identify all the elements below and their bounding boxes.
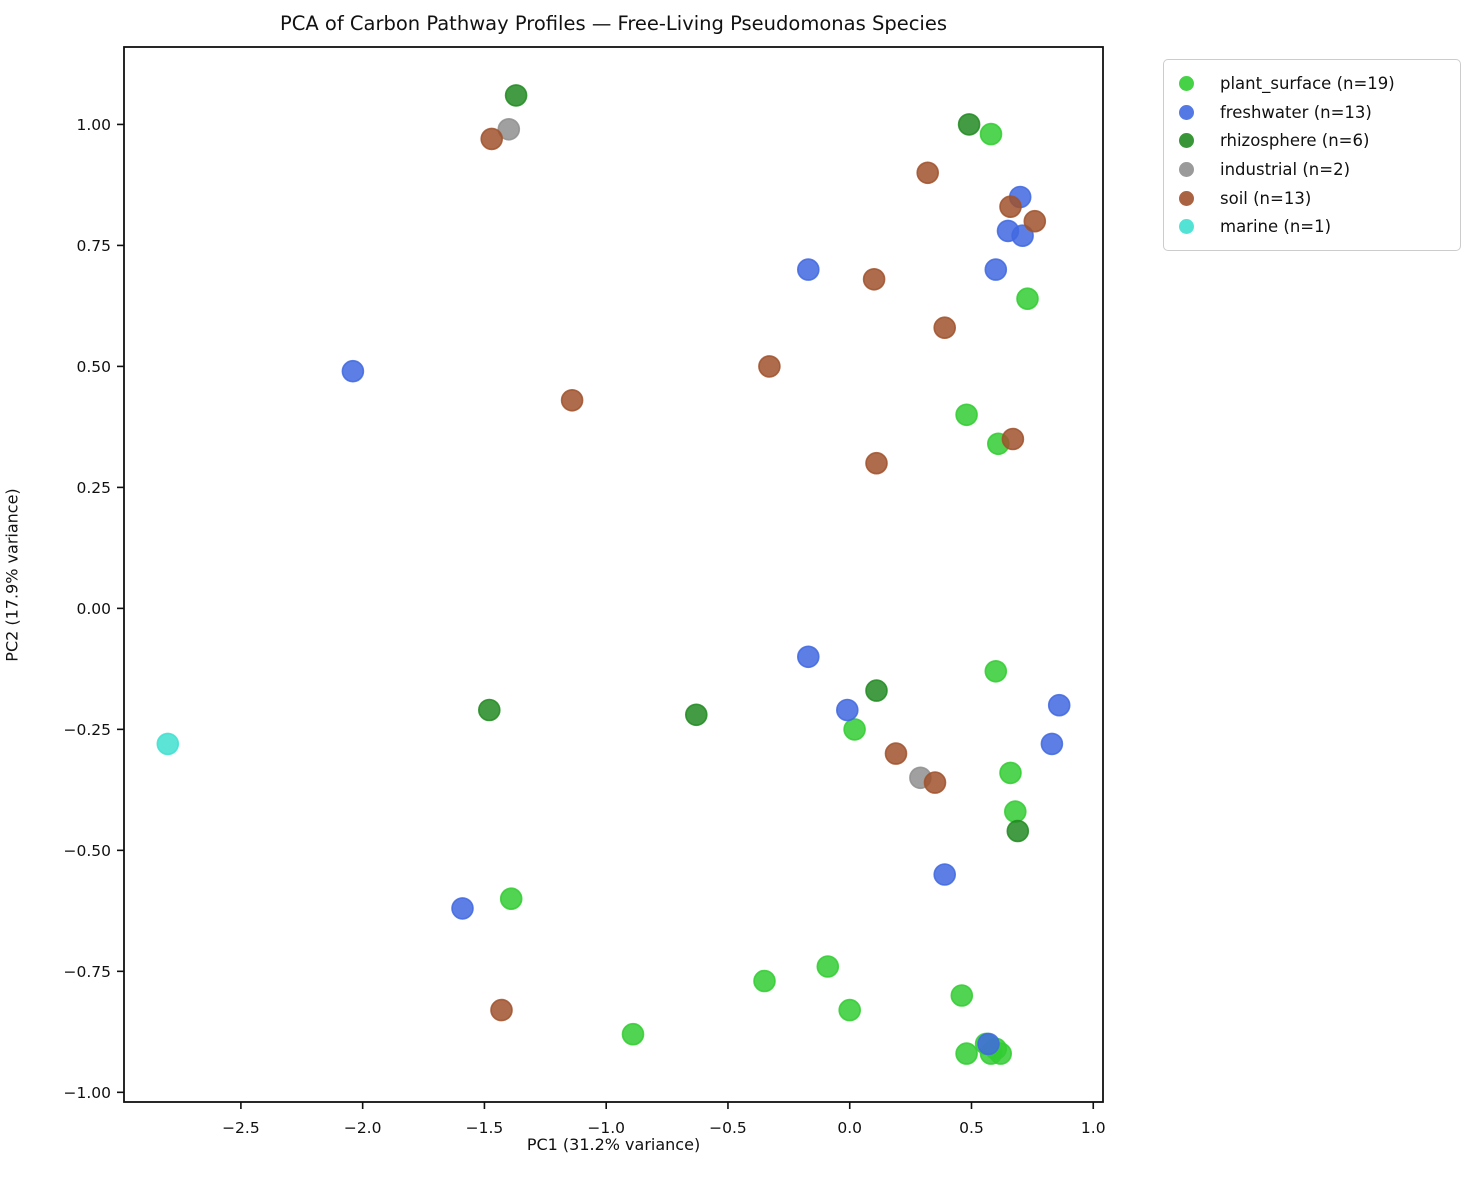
- legend-marker-freshwater: [1179, 104, 1194, 120]
- x-tick-label: −1.5: [466, 1119, 504, 1137]
- point-industrial: [497, 118, 521, 141]
- point-plant_surface: [838, 998, 862, 1022]
- point-soil: [758, 355, 781, 378]
- point-plant_surface: [999, 761, 1022, 785]
- point-freshwater: [341, 359, 365, 383]
- point-freshwater: [933, 863, 957, 886]
- y-tick-label: 0.25: [76, 479, 111, 497]
- point-marine: [156, 732, 180, 756]
- x-tick-label: −0.5: [709, 1119, 747, 1137]
- point-soil: [884, 742, 908, 765]
- legend-marker-plant_surface: [1179, 75, 1194, 91]
- point-soil: [480, 127, 504, 151]
- x-tick-label: 0.0: [837, 1119, 862, 1137]
- x-tick-label: −2.5: [222, 1119, 260, 1137]
- y-tick-label: 0.00: [76, 600, 111, 618]
- point-soil: [490, 998, 513, 1022]
- y-tick-label: 0.75: [76, 237, 111, 255]
- point-plant_surface: [499, 887, 523, 911]
- legend-label-plant_surface: plant_surface (n=19): [1220, 73, 1395, 93]
- legend-marker-industrial: [1179, 161, 1194, 177]
- point-plant_surface: [955, 403, 978, 427]
- point-freshwater: [796, 258, 820, 281]
- point-plant_surface: [950, 984, 974, 1007]
- chart-title: PCA of Carbon Pathway Profiles — Free-Li…: [280, 12, 947, 35]
- point-freshwater: [796, 645, 820, 669]
- point-plant_surface: [621, 1022, 645, 1046]
- point-plant_surface: [1016, 287, 1039, 311]
- point-freshwater: [1047, 693, 1071, 717]
- y-tick-label: −1.00: [64, 1084, 112, 1102]
- legend-marker-rhizosphere: [1179, 133, 1194, 149]
- point-plant_surface: [1003, 800, 1027, 823]
- point-plant_surface: [843, 718, 866, 741]
- legend: plant_surface (n=19) freshwater (n=13) rhi…: [1163, 59, 1461, 251]
- legend-item-freshwater: freshwater (n=13): [1164, 98, 1460, 127]
- legend-label-industrial: industrial (n=2): [1220, 159, 1351, 179]
- point-plant_surface: [816, 955, 840, 978]
- point-soil: [923, 771, 947, 794]
- point-plant_surface: [753, 969, 776, 993]
- legend-marker-marine: [1179, 219, 1194, 235]
- point-rhizosphere: [684, 703, 708, 727]
- legend-label-marine: marine (n=1): [1220, 217, 1332, 237]
- point-rhizosphere: [957, 113, 981, 136]
- point-soil: [933, 316, 957, 340]
- point-soil: [862, 267, 886, 291]
- y-tick-label: −0.50: [64, 842, 112, 860]
- point-soil: [916, 161, 940, 185]
- point-freshwater: [977, 1032, 1000, 1056]
- x-tick-label: 0.5: [959, 1119, 984, 1137]
- legend-item-marine: marine (n=1): [1164, 212, 1460, 241]
- point-freshwater: [1011, 224, 1034, 247]
- y-tick-label: 0.50: [76, 358, 111, 376]
- point-soil: [560, 388, 584, 412]
- point-rhizosphere: [477, 698, 501, 722]
- y-tick-label: −0.25: [64, 721, 112, 739]
- point-soil: [1001, 427, 1025, 451]
- point-freshwater: [835, 698, 859, 722]
- legend-label-rhizosphere: rhizosphere (n=6): [1220, 131, 1370, 151]
- point-soil: [865, 451, 888, 475]
- y-tick-label: −0.75: [64, 963, 112, 981]
- legend-item-soil: soil (n=13): [1164, 184, 1460, 213]
- legend-label-soil: soil (n=13): [1220, 188, 1312, 208]
- axes-box: [123, 46, 1104, 1103]
- point-soil: [1023, 209, 1047, 233]
- legend-marker-soil: [1179, 190, 1194, 206]
- point-rhizosphere: [1006, 819, 1030, 843]
- x-tick-label: −2.0: [344, 1119, 382, 1137]
- point-plant_surface: [979, 122, 1003, 146]
- point-freshwater: [984, 258, 1008, 281]
- point-plant_surface: [984, 659, 1008, 683]
- x-tick-label: 1.0: [1081, 1119, 1106, 1137]
- x-axis-label: PC1 (31.2% variance): [526, 1135, 701, 1154]
- legend-label-freshwater: freshwater (n=13): [1220, 102, 1372, 122]
- point-freshwater: [451, 897, 474, 920]
- point-plant_surface: [955, 1042, 978, 1065]
- y-tick-label: 1.00: [76, 116, 111, 134]
- point-freshwater: [1040, 732, 1064, 756]
- point-rhizosphere: [865, 679, 888, 702]
- legend-item-rhizosphere: rhizosphere (n=6): [1164, 126, 1460, 155]
- legend-item-plant_surface: plant_surface (n=19): [1164, 69, 1460, 98]
- point-soil: [999, 195, 1022, 218]
- point-rhizosphere: [504, 84, 528, 107]
- legend-item-industrial: industrial (n=2): [1164, 155, 1460, 184]
- x-tick-label: −1.0: [587, 1119, 625, 1137]
- y-axis-label: PC2 (17.9% variance): [2, 488, 22, 662]
